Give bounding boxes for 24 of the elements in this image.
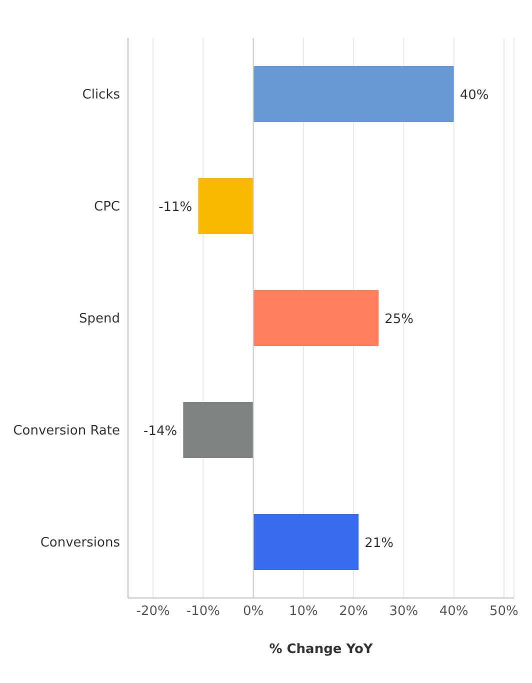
x-tick-label: -10% bbox=[186, 604, 220, 620]
bar bbox=[253, 290, 379, 346]
bar bbox=[253, 66, 454, 122]
x-tick-label: 30% bbox=[389, 604, 418, 620]
bar bbox=[183, 402, 254, 458]
x-axis-title: % Change YoY bbox=[269, 642, 374, 657]
y-tick-label: Conversion Rate bbox=[13, 424, 120, 439]
y-tick-label: Spend bbox=[79, 312, 120, 327]
x-tick-label: 10% bbox=[289, 604, 318, 620]
x-tick-label: -20% bbox=[136, 604, 170, 620]
bar bbox=[198, 178, 254, 234]
data-label: -11% bbox=[158, 200, 192, 215]
data-label: 21% bbox=[364, 536, 394, 551]
y-tick-label: Clicks bbox=[82, 88, 120, 103]
data-label: 25% bbox=[384, 312, 414, 327]
y-tick-label: Conversions bbox=[40, 536, 120, 551]
data-label: 40% bbox=[460, 88, 489, 103]
x-tick-label: 50% bbox=[490, 604, 518, 620]
x-tick-label: 40% bbox=[439, 604, 468, 620]
y-tick-label: CPC bbox=[94, 200, 120, 215]
data-label: -14% bbox=[144, 424, 178, 439]
x-tick-label: 0% bbox=[243, 604, 264, 620]
x-tick-label: 20% bbox=[339, 604, 368, 620]
bar bbox=[253, 514, 359, 570]
